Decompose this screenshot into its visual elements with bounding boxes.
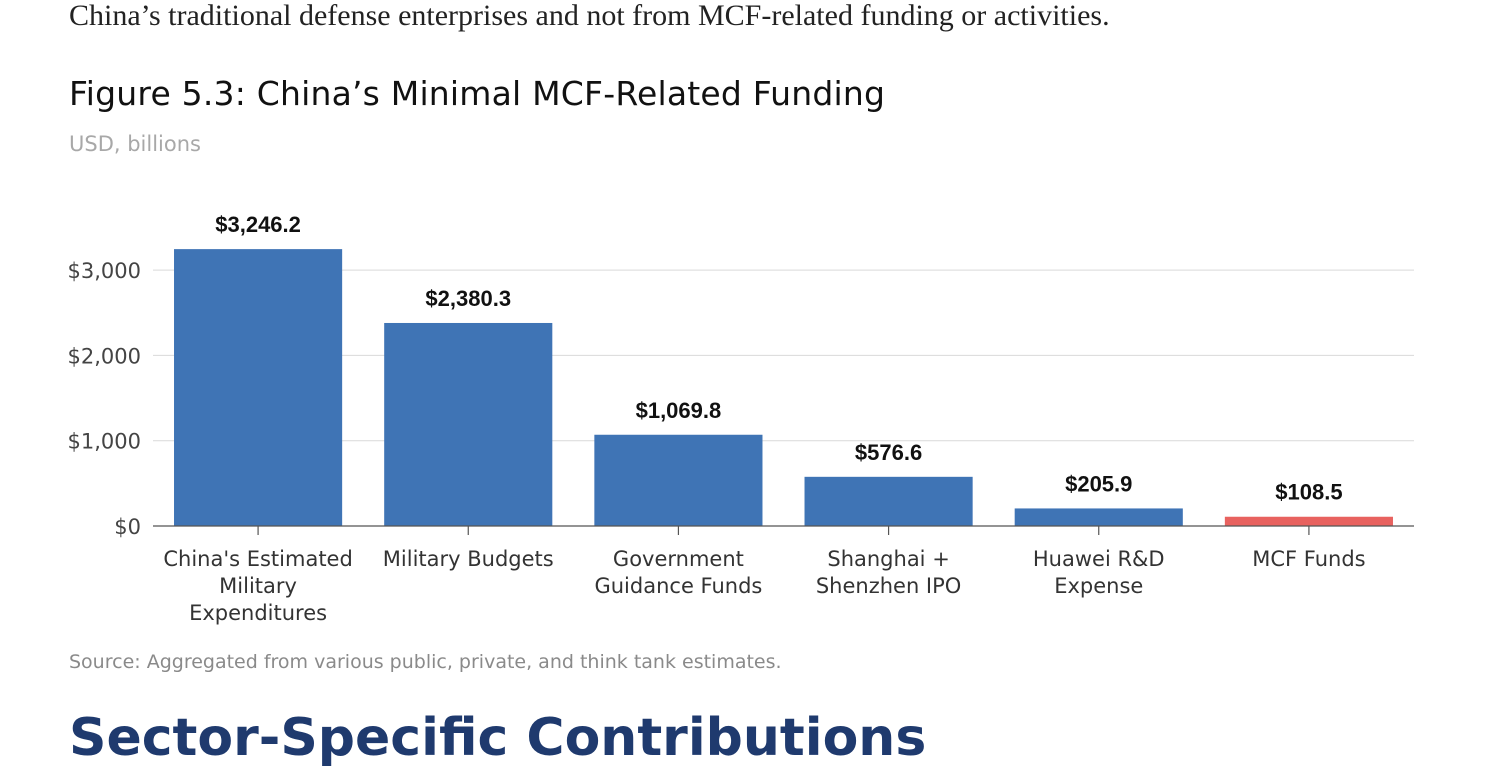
bar <box>804 476 973 526</box>
x-tick-label: Government Guidance Funds <box>594 547 762 598</box>
bar-value-label: $576.6 <box>855 440 922 465</box>
y-tick-label: $1,000 <box>68 430 141 454</box>
bar-value-label: $2,380.3 <box>425 286 511 311</box>
bar-value-label: $205.9 <box>1065 471 1132 496</box>
bar <box>174 249 343 526</box>
bar-value-label: $108.5 <box>1275 480 1342 505</box>
bar-value-label: $3,246.2 <box>215 212 301 237</box>
bar <box>594 434 763 526</box>
y-tick-label: $0 <box>114 515 141 539</box>
figure-subtitle: USD, billions <box>69 132 201 156</box>
x-tick-label: Shanghai + Shenzhen IPO <box>816 547 962 598</box>
x-tick-label: China's Estimated Military Expenditures <box>163 547 352 625</box>
intro-paragraph: China’s traditional defense enterprises … <box>69 0 1110 32</box>
figure-source: Source: Aggregated from various public, … <box>69 651 782 673</box>
bar <box>1224 516 1393 526</box>
bar-value-label: $1,069.8 <box>636 398 722 423</box>
y-tick-label: $3,000 <box>68 259 141 283</box>
section-heading: Sector-Specific Contributions <box>69 708 927 768</box>
figure-title: Figure 5.3: China’s Minimal MCF-Related … <box>69 74 886 113</box>
y-tick-label: $2,000 <box>68 344 141 368</box>
x-tick-label: MCF Funds <box>1252 547 1365 571</box>
x-tick-label: Military Budgets <box>383 547 554 571</box>
bar <box>1014 508 1183 526</box>
bar <box>384 322 553 526</box>
x-tick-label: Huawei R&D Expense <box>1033 547 1165 598</box>
bar-chart: $0 $1,000 $2,000 $3,000 $3,246.2 $2,380.3 $1,0… <box>68 212 1414 625</box>
